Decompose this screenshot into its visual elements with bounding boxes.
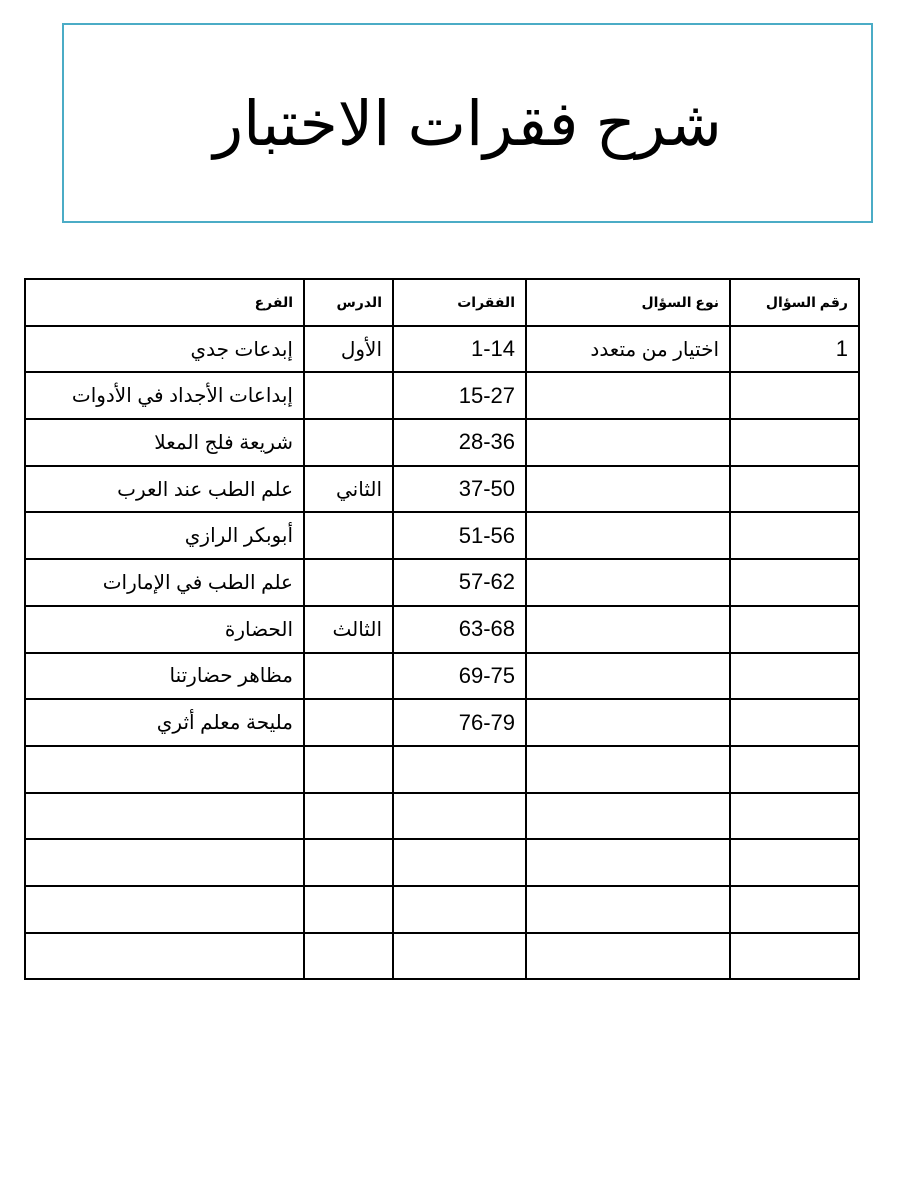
title-box: شرح فقرات الاختبار — [62, 23, 873, 223]
empty-cell — [729, 791, 860, 841]
table-cell — [525, 698, 731, 747]
table-row: 1 اختيار من متعدد 1-14 الأول إبدعات جدي — [24, 324, 860, 374]
empty-cell — [392, 931, 527, 981]
table-cell — [525, 418, 731, 467]
table-body: رقم السؤال نوع السؤال الفقرات الدرس الفرع 1 اخ… — [24, 278, 860, 981]
table-cell — [303, 418, 394, 467]
table-cell: الثاني — [303, 464, 394, 514]
table-row: 57-62 علم الطب في الإمارات — [24, 558, 860, 607]
table-cell: 37-50 — [392, 464, 527, 514]
table-cell — [525, 464, 731, 514]
empty-cell — [303, 791, 394, 841]
empty-cell — [303, 884, 394, 934]
table-cell: 63-68 — [392, 604, 527, 654]
empty-cell — [24, 931, 305, 981]
table-row: 28-36 شريعة فلج المعلا — [24, 418, 860, 467]
table-cell: 57-62 — [392, 558, 527, 607]
empty-cell — [525, 744, 731, 794]
empty-cell — [303, 744, 394, 794]
empty-cell — [303, 838, 394, 887]
table-cell — [525, 558, 731, 607]
empty-row — [24, 931, 860, 981]
empty-row — [24, 884, 860, 934]
table-cell: شريعة فلج المعلا — [24, 418, 305, 467]
table-cell: 69-75 — [392, 651, 527, 701]
table-cell: مليحة معلم أثري — [24, 698, 305, 747]
header-cell: الدرس — [303, 278, 394, 327]
empty-cell — [729, 931, 860, 981]
table-cell — [303, 651, 394, 701]
table-cell — [303, 698, 394, 747]
table-cell: 51-56 — [392, 511, 527, 561]
table-row: 51-56 أبوبكر الرازي — [24, 511, 860, 561]
table-cell: 76-79 — [392, 698, 527, 747]
table-cell: 28-36 — [392, 418, 527, 467]
empty-cell — [729, 838, 860, 887]
table-cell — [729, 511, 860, 561]
table-cell — [729, 418, 860, 467]
table-cell: مظاهر حضارتنا — [24, 651, 305, 701]
table-row: 69-75 مظاهر حضارتنا — [24, 651, 860, 701]
table-cell: أبوبكر الرازي — [24, 511, 305, 561]
table-cell — [729, 698, 860, 747]
header-cell: نوع السؤال — [525, 278, 731, 327]
table-row: 37-50 الثاني علم الطب عند العرب — [24, 464, 860, 514]
table-cell — [729, 558, 860, 607]
empty-cell — [729, 884, 860, 934]
empty-row — [24, 838, 860, 887]
empty-cell — [24, 838, 305, 887]
header-row: رقم السؤال نوع السؤال الفقرات الدرس الفرع — [24, 278, 860, 327]
empty-cell — [392, 838, 527, 887]
table-cell — [525, 604, 731, 654]
empty-cell — [24, 791, 305, 841]
table-cell: علم الطب عند العرب — [24, 464, 305, 514]
header-cell: الفرع — [24, 278, 305, 327]
header-cell: الفقرات — [392, 278, 527, 327]
table-cell — [525, 651, 731, 701]
table-cell: علم الطب في الإمارات — [24, 558, 305, 607]
title: شرح فقرات الاختبار — [213, 89, 722, 159]
empty-cell — [525, 884, 731, 934]
header-cell: رقم السؤال — [729, 278, 860, 327]
table-cell — [729, 371, 860, 421]
table-cell: 1 — [729, 324, 860, 374]
table-row: 76-79 مليحة معلم أثري — [24, 698, 860, 747]
empty-cell — [392, 744, 527, 794]
table-cell: 1-14 — [392, 324, 527, 374]
empty-row — [24, 791, 860, 841]
table-cell: إبداعات الأجداد في الأدوات — [24, 371, 305, 421]
table-row: 63-68 الثالث الحضارة — [24, 604, 860, 654]
table-cell — [525, 371, 731, 421]
table-cell: الثالث — [303, 604, 394, 654]
table-cell — [525, 511, 731, 561]
table-row: 15-27 إبداعات الأجداد في الأدوات — [24, 371, 860, 421]
table-cell: إبدعات جدي — [24, 324, 305, 374]
table-cell — [303, 511, 394, 561]
table-cell — [729, 464, 860, 514]
table-cell: الحضارة — [24, 604, 305, 654]
table: رقم السؤال نوع السؤال الفقرات الدرس الفرع 1 اخ… — [24, 278, 860, 981]
table-cell — [303, 371, 394, 421]
empty-cell — [525, 791, 731, 841]
empty-cell — [729, 744, 860, 794]
table-cell — [303, 558, 394, 607]
empty-row — [24, 744, 860, 794]
empty-cell — [525, 838, 731, 887]
table-cell: اختيار من متعدد — [525, 324, 731, 374]
table-cell — [729, 651, 860, 701]
table-cell: 15-27 — [392, 371, 527, 421]
empty-cell — [303, 931, 394, 981]
table-cell — [729, 604, 860, 654]
table-cell: الأول — [303, 324, 394, 374]
empty-cell — [24, 744, 305, 794]
empty-cell — [525, 931, 731, 981]
empty-cell — [392, 791, 527, 841]
empty-cell — [392, 884, 527, 934]
empty-cell — [24, 884, 305, 934]
